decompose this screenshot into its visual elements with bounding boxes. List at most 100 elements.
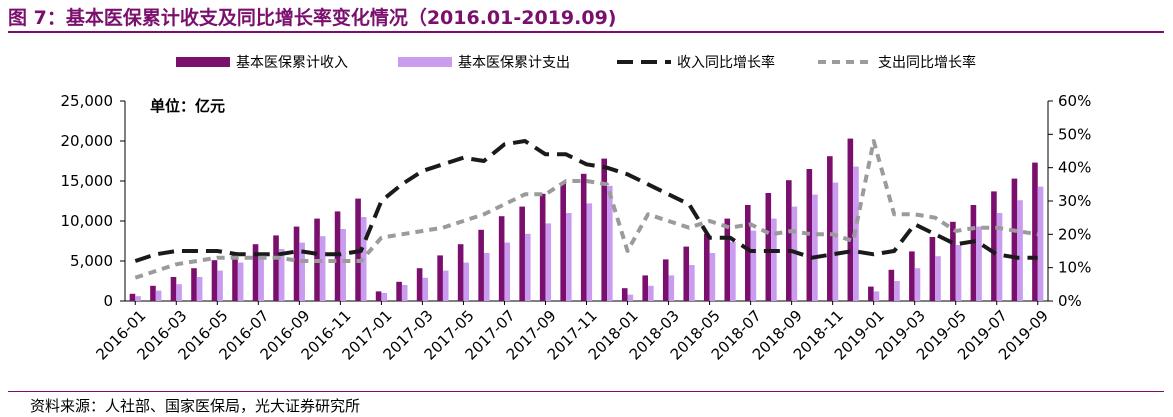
- bar-expense: [689, 265, 695, 301]
- legend-label: 支出同比增长率: [878, 54, 976, 71]
- bar-income: [580, 173, 587, 301]
- right-axis-tick-label: 20%: [1058, 225, 1091, 243]
- bar-income: [601, 158, 608, 301]
- bar-income: [950, 221, 956, 301]
- bar-income: [888, 269, 895, 301]
- bar-income: [416, 268, 423, 301]
- bar-income: [642, 275, 649, 301]
- bar-expense: [976, 226, 982, 301]
- right-axis-tick-label: 0%: [1058, 292, 1082, 310]
- bar-expense: [996, 213, 1003, 301]
- bar-income: [703, 233, 710, 301]
- bar-income: [293, 226, 300, 301]
- income-growth-line: [134, 139, 1038, 263]
- bar-expense: [832, 182, 839, 301]
- left-axis-tick-label: 15,000: [61, 172, 114, 190]
- bar-income: [868, 286, 874, 301]
- bar-expense: [607, 185, 613, 301]
- bar-income: [232, 252, 238, 301]
- bar-expense: [812, 194, 818, 301]
- bar-expense: [463, 262, 470, 301]
- left-axis-tick-label: 10,000: [61, 212, 114, 230]
- left-axis-tick-label: 20,000: [61, 132, 114, 150]
- bar-income: [129, 293, 136, 301]
- bar-expense: [668, 275, 675, 301]
- source-rule: [8, 391, 1164, 392]
- bar-income: [847, 138, 854, 301]
- bar-expense: [648, 285, 654, 301]
- bar-income: [662, 259, 669, 301]
- left-axis-tick-label: 25,000: [61, 92, 114, 110]
- bar-expense: [524, 233, 531, 301]
- bar-income: [375, 291, 382, 301]
- bar-expense: [565, 213, 572, 301]
- legend-label: 收入同比增长率: [677, 54, 775, 71]
- title-rule: [8, 31, 1164, 33]
- bar-income: [191, 268, 197, 301]
- bar-expense: [155, 290, 162, 301]
- bar-expense: [586, 203, 593, 301]
- chart-title: 图 7：基本医保累计收支及同比增长率变化情况（2016.01-2019.09): [8, 7, 617, 29]
- legend-swatch: [176, 57, 230, 67]
- bar-expense: [278, 249, 285, 301]
- bar-income: [396, 281, 402, 301]
- bar-expense: [730, 241, 736, 301]
- bar-expense: [914, 268, 921, 301]
- chart-canvas: 0 5,000 10,000 15,000 20,000 25,000 0% 10% 20% 30…: [61, 54, 1092, 364]
- bar-expense: [955, 245, 962, 301]
- bar-expense: [709, 253, 716, 301]
- bar-income: [273, 235, 279, 301]
- bar-expense: [750, 230, 757, 301]
- bar-income: [744, 205, 751, 301]
- legend-swatch: [398, 57, 452, 67]
- bar-income: [170, 277, 177, 301]
- legend-label: 基本医保累计收入: [236, 54, 348, 71]
- bar-expense: [381, 293, 387, 301]
- source-note: 资料来源：人社部、国家医保局，光大证券研究所: [30, 397, 361, 415]
- bar-expense: [627, 294, 634, 301]
- bar-expense: [935, 256, 941, 301]
- right-axis-tick-label: 40%: [1058, 159, 1091, 177]
- bar-income: [683, 246, 690, 301]
- bar-expense: [237, 262, 244, 301]
- bar-income: [621, 288, 628, 301]
- unit-label: 单位：亿元: [150, 97, 225, 115]
- bar-expense: [504, 242, 511, 301]
- bar-income: [478, 229, 484, 301]
- right-axis-tick-label: 50%: [1058, 125, 1091, 143]
- bar-expense: [217, 270, 223, 301]
- bar-income: [539, 193, 546, 301]
- bar-income: [560, 183, 566, 301]
- bar-expense: [894, 281, 900, 301]
- bar-expense: [442, 270, 449, 301]
- bar-income: [765, 193, 772, 301]
- bar-expense: [196, 277, 203, 301]
- bar-expense: [319, 236, 326, 301]
- bar-expense: [299, 242, 305, 301]
- bar-income: [457, 244, 464, 301]
- bar-income: [786, 180, 792, 301]
- bar-expense: [135, 296, 141, 301]
- left-axis-tick-label: 5,000: [70, 252, 113, 270]
- right-axis-tick-label: 60%: [1058, 92, 1091, 110]
- bar-expense: [422, 277, 429, 301]
- bar-expense: [1037, 186, 1044, 301]
- right-axis-tick-label: 10%: [1058, 259, 1091, 277]
- bar-income: [724, 218, 731, 301]
- bar-income: [1011, 178, 1018, 301]
- bar-income: [211, 260, 218, 301]
- bar-income: [150, 285, 156, 301]
- bar-expense: [771, 218, 777, 301]
- bar-expense: [545, 223, 552, 301]
- bar-expense: [1017, 200, 1023, 301]
- bar-expense: [873, 291, 880, 301]
- right-axis-tick-label: 30%: [1058, 192, 1091, 210]
- bar-expense: [340, 229, 346, 301]
- bar-expense: [258, 255, 264, 301]
- bar-income: [909, 251, 915, 301]
- bar-expense: [483, 253, 490, 301]
- bar-expense: [401, 285, 408, 301]
- bar-income: [1032, 162, 1038, 301]
- left-axis-tick-label: 0: [103, 292, 113, 310]
- bar-income: [929, 237, 936, 301]
